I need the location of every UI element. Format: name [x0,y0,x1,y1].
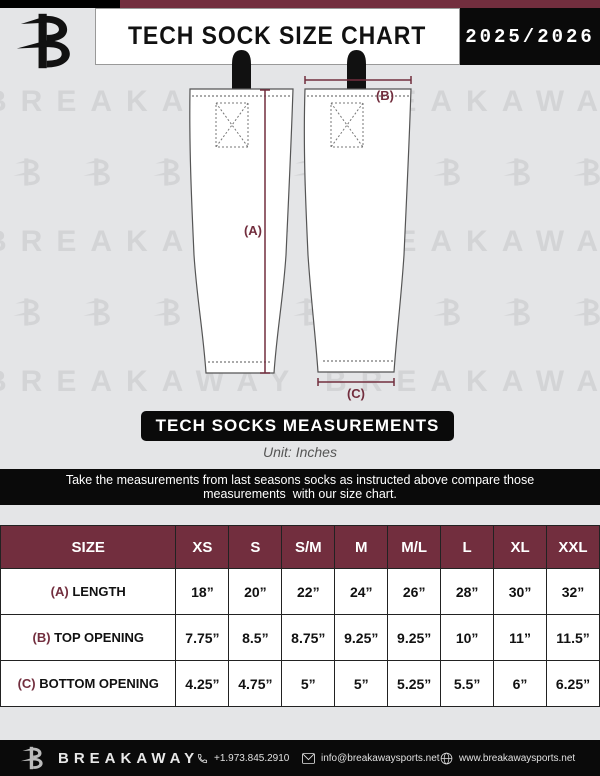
svg-text:(C): (C) [347,386,365,401]
svg-text:(B): (B) [376,88,394,103]
svg-text:(A): (A) [244,223,262,238]
